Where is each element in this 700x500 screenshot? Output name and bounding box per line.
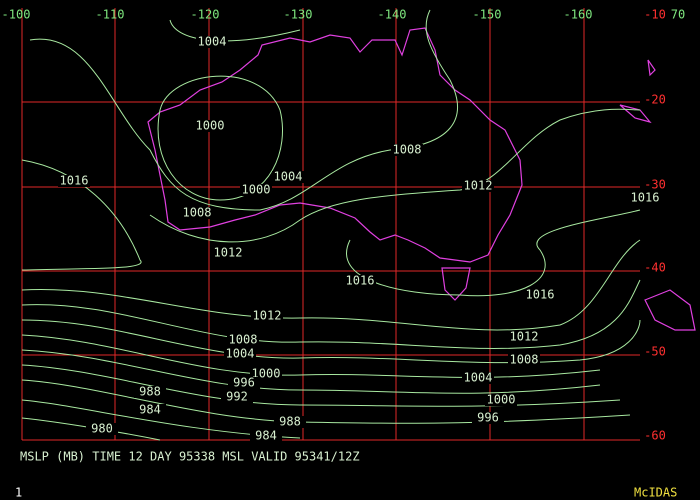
brand: McIDAS: [634, 486, 677, 500]
isobar-label: 1000: [242, 183, 271, 197]
label-backing: [508, 354, 540, 366]
longitude-label: -130: [284, 8, 313, 22]
isobar: [21, 334, 601, 378]
label-backing: [134, 386, 166, 398]
isobar-label: 1008: [393, 143, 422, 157]
label-backing: [194, 120, 226, 132]
latitude-label: -30: [644, 178, 666, 192]
isobars: [21, 9, 641, 441]
graticule: [21, 8, 640, 441]
isobar-label: 996: [233, 376, 255, 390]
isobar-label: 1004: [226, 347, 255, 361]
label-backing: [181, 207, 213, 219]
isobar: [21, 379, 631, 424]
isobar: [346, 209, 641, 297]
label-backing: [344, 275, 376, 287]
label-backing: [221, 391, 253, 403]
longitude-label: -140: [378, 8, 407, 22]
longitude-label: -150: [473, 8, 502, 22]
isobar-label: 980: [91, 422, 113, 436]
label-backing: [58, 175, 90, 187]
isobar-label: 1008: [229, 333, 258, 347]
coastlines: [147, 27, 696, 331]
isobar: [29, 9, 458, 211]
label-backing: [228, 377, 260, 389]
latitude-label: -40: [644, 261, 666, 275]
isobar-label: 992: [226, 390, 248, 404]
isobar: [21, 319, 641, 364]
isobar-label: 1012: [510, 330, 539, 344]
isobar-label: 988: [279, 415, 301, 429]
isobar: [21, 279, 641, 349]
labels: -100 -110 -120 -130 -140 -150 -160 70 -10 -20 -30 -…: [2, 8, 686, 500]
label-backing: [274, 416, 306, 428]
longitude-label: -160: [564, 8, 593, 22]
isobar-label: 984: [139, 403, 161, 417]
isobar-label: 988: [139, 385, 161, 399]
longitude-label: 70: [671, 8, 685, 22]
label-backing: [224, 348, 256, 360]
label-backing: [250, 430, 282, 442]
isobar-label: 1008: [183, 206, 212, 220]
label-backing: [629, 192, 661, 204]
australia: [147, 27, 523, 263]
label-backing: [462, 372, 494, 384]
latitude-label: -60: [644, 429, 666, 443]
isobar: [21, 239, 641, 331]
isobar: [149, 108, 641, 243]
isobar-label: 1004: [198, 35, 227, 49]
isobar-label: 1016: [526, 288, 555, 302]
label-backing: [391, 144, 423, 156]
isobar-label: 1016: [346, 274, 375, 288]
label-backing: [272, 171, 304, 183]
label-backing: [251, 310, 283, 322]
caption: MSLP (MB) TIME 12 DAY 95338 MSL VALID 95…: [20, 450, 360, 464]
latitude-label: -10: [644, 8, 666, 22]
isobar: [157, 75, 283, 201]
label-backing: [240, 184, 272, 196]
isobar: [21, 349, 601, 394]
new-zealand: [619, 59, 696, 331]
label-backing: [134, 404, 166, 416]
isobar: [21, 364, 621, 407]
isobar-label: 1000: [196, 119, 225, 133]
isobar-label: 1004: [274, 170, 303, 184]
isobar: [169, 19, 301, 42]
label-backing: [485, 394, 517, 406]
isobar-label: 1004: [464, 371, 493, 385]
isobar-label: 1012: [464, 179, 493, 193]
label-backing: [227, 334, 259, 346]
label-backing: [508, 331, 540, 343]
isobar-label: 984: [255, 429, 277, 443]
isobar-label: 1000: [487, 393, 516, 407]
label-backing: [462, 180, 494, 192]
label-backing: [196, 36, 228, 48]
longitude-label: -100: [2, 8, 31, 22]
label-backing: [212, 247, 244, 259]
isobar-label: 1016: [631, 191, 660, 205]
isobar-label: 1012: [253, 309, 282, 323]
isobar-label: 1016: [60, 174, 89, 188]
longitude-label: -110: [96, 8, 125, 22]
label-backing: [472, 412, 504, 424]
isobar-label: 1012: [214, 246, 243, 260]
longitude-label: -120: [191, 8, 220, 22]
isobar-label: 1008: [510, 353, 539, 367]
isobar-label: 996: [477, 411, 499, 425]
latitude-label: -20: [644, 93, 666, 107]
frame-number: 1: [15, 486, 22, 500]
label-backing: [86, 423, 118, 435]
latitude-label: -50: [644, 345, 666, 359]
tasmania: [441, 267, 471, 301]
label-backing: [524, 289, 556, 301]
